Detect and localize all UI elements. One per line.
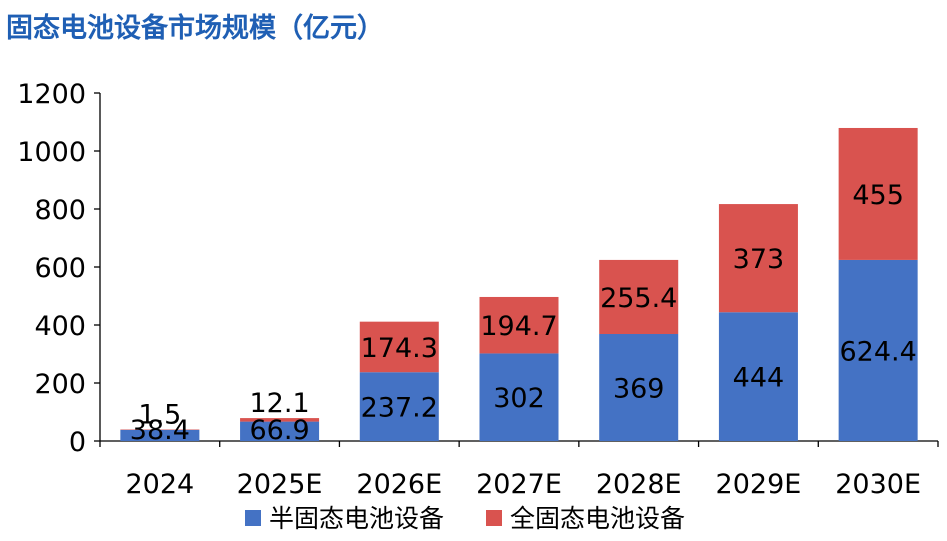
- bar-all-solid: [240, 418, 320, 422]
- x-tick-label: 2027E: [476, 469, 562, 500]
- legend-swatch: [245, 510, 261, 526]
- data-label: 38.4: [130, 415, 190, 446]
- legend-label: 全固态电池设备: [510, 504, 685, 533]
- data-label: 1.5: [138, 399, 181, 430]
- bar-semi-solid: [718, 312, 798, 441]
- bars: [120, 127, 918, 441]
- legend: 半固态电池设备 全固态电池设备: [245, 504, 685, 533]
- data-label: 66.9: [250, 415, 310, 446]
- x-tick-label: 2028E: [596, 469, 682, 500]
- data-label: 12.1: [250, 388, 310, 419]
- data-label: 302: [493, 383, 545, 414]
- y-tick-label: 1000: [17, 137, 86, 168]
- y-tick-label: 1200: [17, 79, 86, 110]
- legend-swatch: [486, 510, 502, 526]
- y-tick-label: 200: [34, 369, 86, 400]
- bar-all-solid: [599, 259, 679, 334]
- bar-semi-solid: [838, 259, 918, 441]
- x-tick-label: 2025E: [237, 469, 323, 500]
- data-label: 369: [613, 373, 665, 404]
- y-tick-label: 800: [34, 195, 86, 226]
- x-tick-label: 2026E: [356, 469, 442, 500]
- bar-all-solid: [718, 204, 798, 313]
- x-tick-label: 2029E: [716, 469, 802, 500]
- x-tick-label: 2024: [125, 469, 194, 500]
- data-label: 174.3: [361, 333, 438, 364]
- data-label: 194.7: [480, 311, 557, 342]
- data-label: 255.4: [600, 283, 677, 314]
- data-label: 444: [733, 363, 785, 394]
- bar-semi-solid: [479, 353, 559, 441]
- bar-all-solid: [359, 321, 439, 373]
- bar-semi-solid: [359, 372, 439, 441]
- data-label: 624.4: [839, 336, 916, 367]
- bar-semi-solid: [240, 421, 320, 441]
- y-tick-label: 600: [34, 253, 86, 284]
- y-tick-label: 400: [34, 311, 86, 342]
- legend-label: 半固态电池设备: [269, 504, 444, 533]
- y-tick-label: 0: [69, 427, 86, 458]
- bar-all-solid: [479, 296, 559, 354]
- data-labels: 38.41.5 66.912.1 237.2 174.3 302 194.7 369 255.…: [130, 180, 917, 446]
- data-label: 373: [733, 244, 785, 275]
- bar-all-solid: [838, 127, 918, 260]
- bar-semi-solid: [599, 333, 679, 441]
- bar-semi-solid: [120, 429, 200, 441]
- x-tick-label: 2030E: [835, 469, 921, 500]
- data-label: 237.2: [361, 393, 438, 424]
- axes: 0 200 400 600 800 1000 1200 2024 2025E 2026E 2027E…: [17, 79, 939, 500]
- data-label: 455: [852, 180, 904, 211]
- chart-title: 固态电池设备市场规模（亿元）: [6, 13, 384, 44]
